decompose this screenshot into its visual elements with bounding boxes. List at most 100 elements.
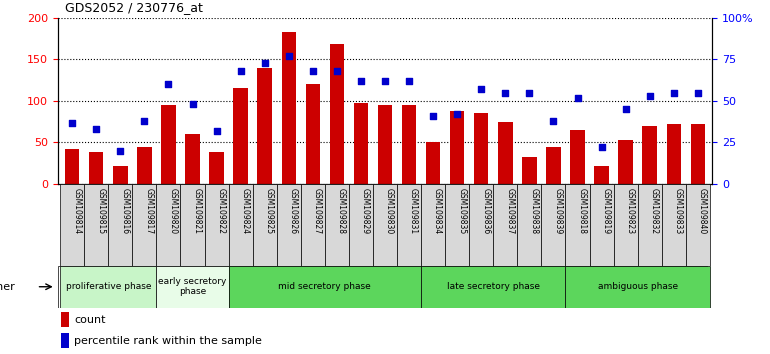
Point — [524, 90, 536, 96]
Point — [427, 113, 439, 119]
Text: GSM109832: GSM109832 — [650, 188, 658, 234]
Bar — [522, 156, 537, 184]
Bar — [330, 44, 344, 184]
FancyBboxPatch shape — [421, 266, 565, 308]
Text: GSM109820: GSM109820 — [169, 188, 177, 234]
Text: GSM109838: GSM109838 — [530, 188, 538, 234]
FancyBboxPatch shape — [156, 266, 229, 308]
FancyBboxPatch shape — [325, 184, 349, 266]
Text: GSM109817: GSM109817 — [145, 188, 153, 234]
Text: GSM109821: GSM109821 — [192, 188, 202, 234]
Text: GSM109836: GSM109836 — [481, 188, 490, 234]
Bar — [113, 166, 128, 184]
Bar — [618, 140, 633, 184]
Point — [210, 128, 223, 134]
FancyBboxPatch shape — [156, 184, 180, 266]
FancyBboxPatch shape — [229, 266, 421, 308]
Bar — [61, 333, 69, 348]
FancyBboxPatch shape — [60, 266, 156, 308]
Text: ambiguous phase: ambiguous phase — [598, 282, 678, 291]
Text: mid secretory phase: mid secretory phase — [279, 282, 371, 291]
Text: GSM109834: GSM109834 — [433, 188, 442, 234]
Point — [330, 68, 343, 74]
FancyBboxPatch shape — [84, 184, 109, 266]
Bar — [233, 88, 248, 184]
FancyBboxPatch shape — [494, 184, 517, 266]
FancyBboxPatch shape — [276, 184, 301, 266]
Text: GSM109837: GSM109837 — [505, 188, 514, 234]
FancyBboxPatch shape — [614, 184, 638, 266]
Text: GSM109818: GSM109818 — [578, 188, 587, 234]
Text: GSM109826: GSM109826 — [289, 188, 298, 234]
Bar — [257, 68, 272, 184]
Text: count: count — [74, 315, 105, 325]
Text: GSM109835: GSM109835 — [457, 188, 466, 234]
Point — [306, 68, 319, 74]
Point — [451, 112, 464, 117]
Text: late secretory phase: late secretory phase — [447, 282, 540, 291]
Text: GSM109824: GSM109824 — [240, 188, 249, 234]
FancyBboxPatch shape — [301, 184, 325, 266]
Point — [66, 120, 79, 125]
Point — [668, 90, 680, 96]
FancyBboxPatch shape — [638, 184, 661, 266]
FancyBboxPatch shape — [445, 184, 469, 266]
Text: GSM109825: GSM109825 — [265, 188, 273, 234]
Text: GSM109839: GSM109839 — [554, 188, 562, 234]
FancyBboxPatch shape — [565, 184, 590, 266]
Point — [499, 90, 511, 96]
FancyBboxPatch shape — [373, 184, 397, 266]
Text: GSM109819: GSM109819 — [601, 188, 611, 234]
Text: percentile rank within the sample: percentile rank within the sample — [74, 336, 262, 346]
Bar — [209, 153, 224, 184]
Text: GSM109816: GSM109816 — [120, 188, 129, 234]
FancyBboxPatch shape — [590, 184, 614, 266]
Point — [571, 95, 584, 101]
Point — [475, 86, 487, 92]
Text: GSM109828: GSM109828 — [336, 188, 346, 234]
FancyBboxPatch shape — [397, 184, 421, 266]
FancyBboxPatch shape — [180, 184, 205, 266]
FancyBboxPatch shape — [229, 184, 253, 266]
Point — [403, 78, 415, 84]
Point — [162, 81, 175, 87]
Point — [355, 78, 367, 84]
Bar — [594, 166, 609, 184]
FancyBboxPatch shape — [541, 184, 565, 266]
Bar — [498, 122, 513, 184]
Text: GSM109830: GSM109830 — [385, 188, 394, 234]
Point — [139, 118, 151, 124]
Point — [259, 60, 271, 65]
Bar — [282, 32, 296, 184]
Point — [186, 101, 199, 107]
Bar — [426, 143, 440, 184]
Point — [234, 68, 246, 74]
FancyBboxPatch shape — [132, 184, 156, 266]
Text: GSM109833: GSM109833 — [674, 188, 683, 234]
Bar — [642, 126, 657, 184]
Bar — [137, 147, 152, 184]
Bar — [306, 84, 320, 184]
FancyBboxPatch shape — [60, 184, 84, 266]
FancyBboxPatch shape — [58, 266, 708, 308]
FancyBboxPatch shape — [109, 184, 132, 266]
Point — [619, 106, 631, 112]
Point — [547, 118, 560, 124]
Text: GDS2052 / 230776_at: GDS2052 / 230776_at — [65, 1, 203, 14]
Bar — [474, 113, 488, 184]
FancyBboxPatch shape — [349, 184, 373, 266]
Bar — [65, 149, 79, 184]
FancyBboxPatch shape — [469, 184, 494, 266]
FancyBboxPatch shape — [205, 184, 229, 266]
Point — [90, 126, 102, 132]
FancyBboxPatch shape — [661, 184, 686, 266]
FancyBboxPatch shape — [517, 184, 541, 266]
FancyBboxPatch shape — [253, 184, 276, 266]
Point — [379, 78, 391, 84]
Bar — [186, 134, 199, 184]
Text: GSM109831: GSM109831 — [409, 188, 418, 234]
Bar — [450, 111, 464, 184]
Bar — [353, 103, 368, 184]
Bar — [667, 124, 681, 184]
Point — [595, 145, 608, 150]
